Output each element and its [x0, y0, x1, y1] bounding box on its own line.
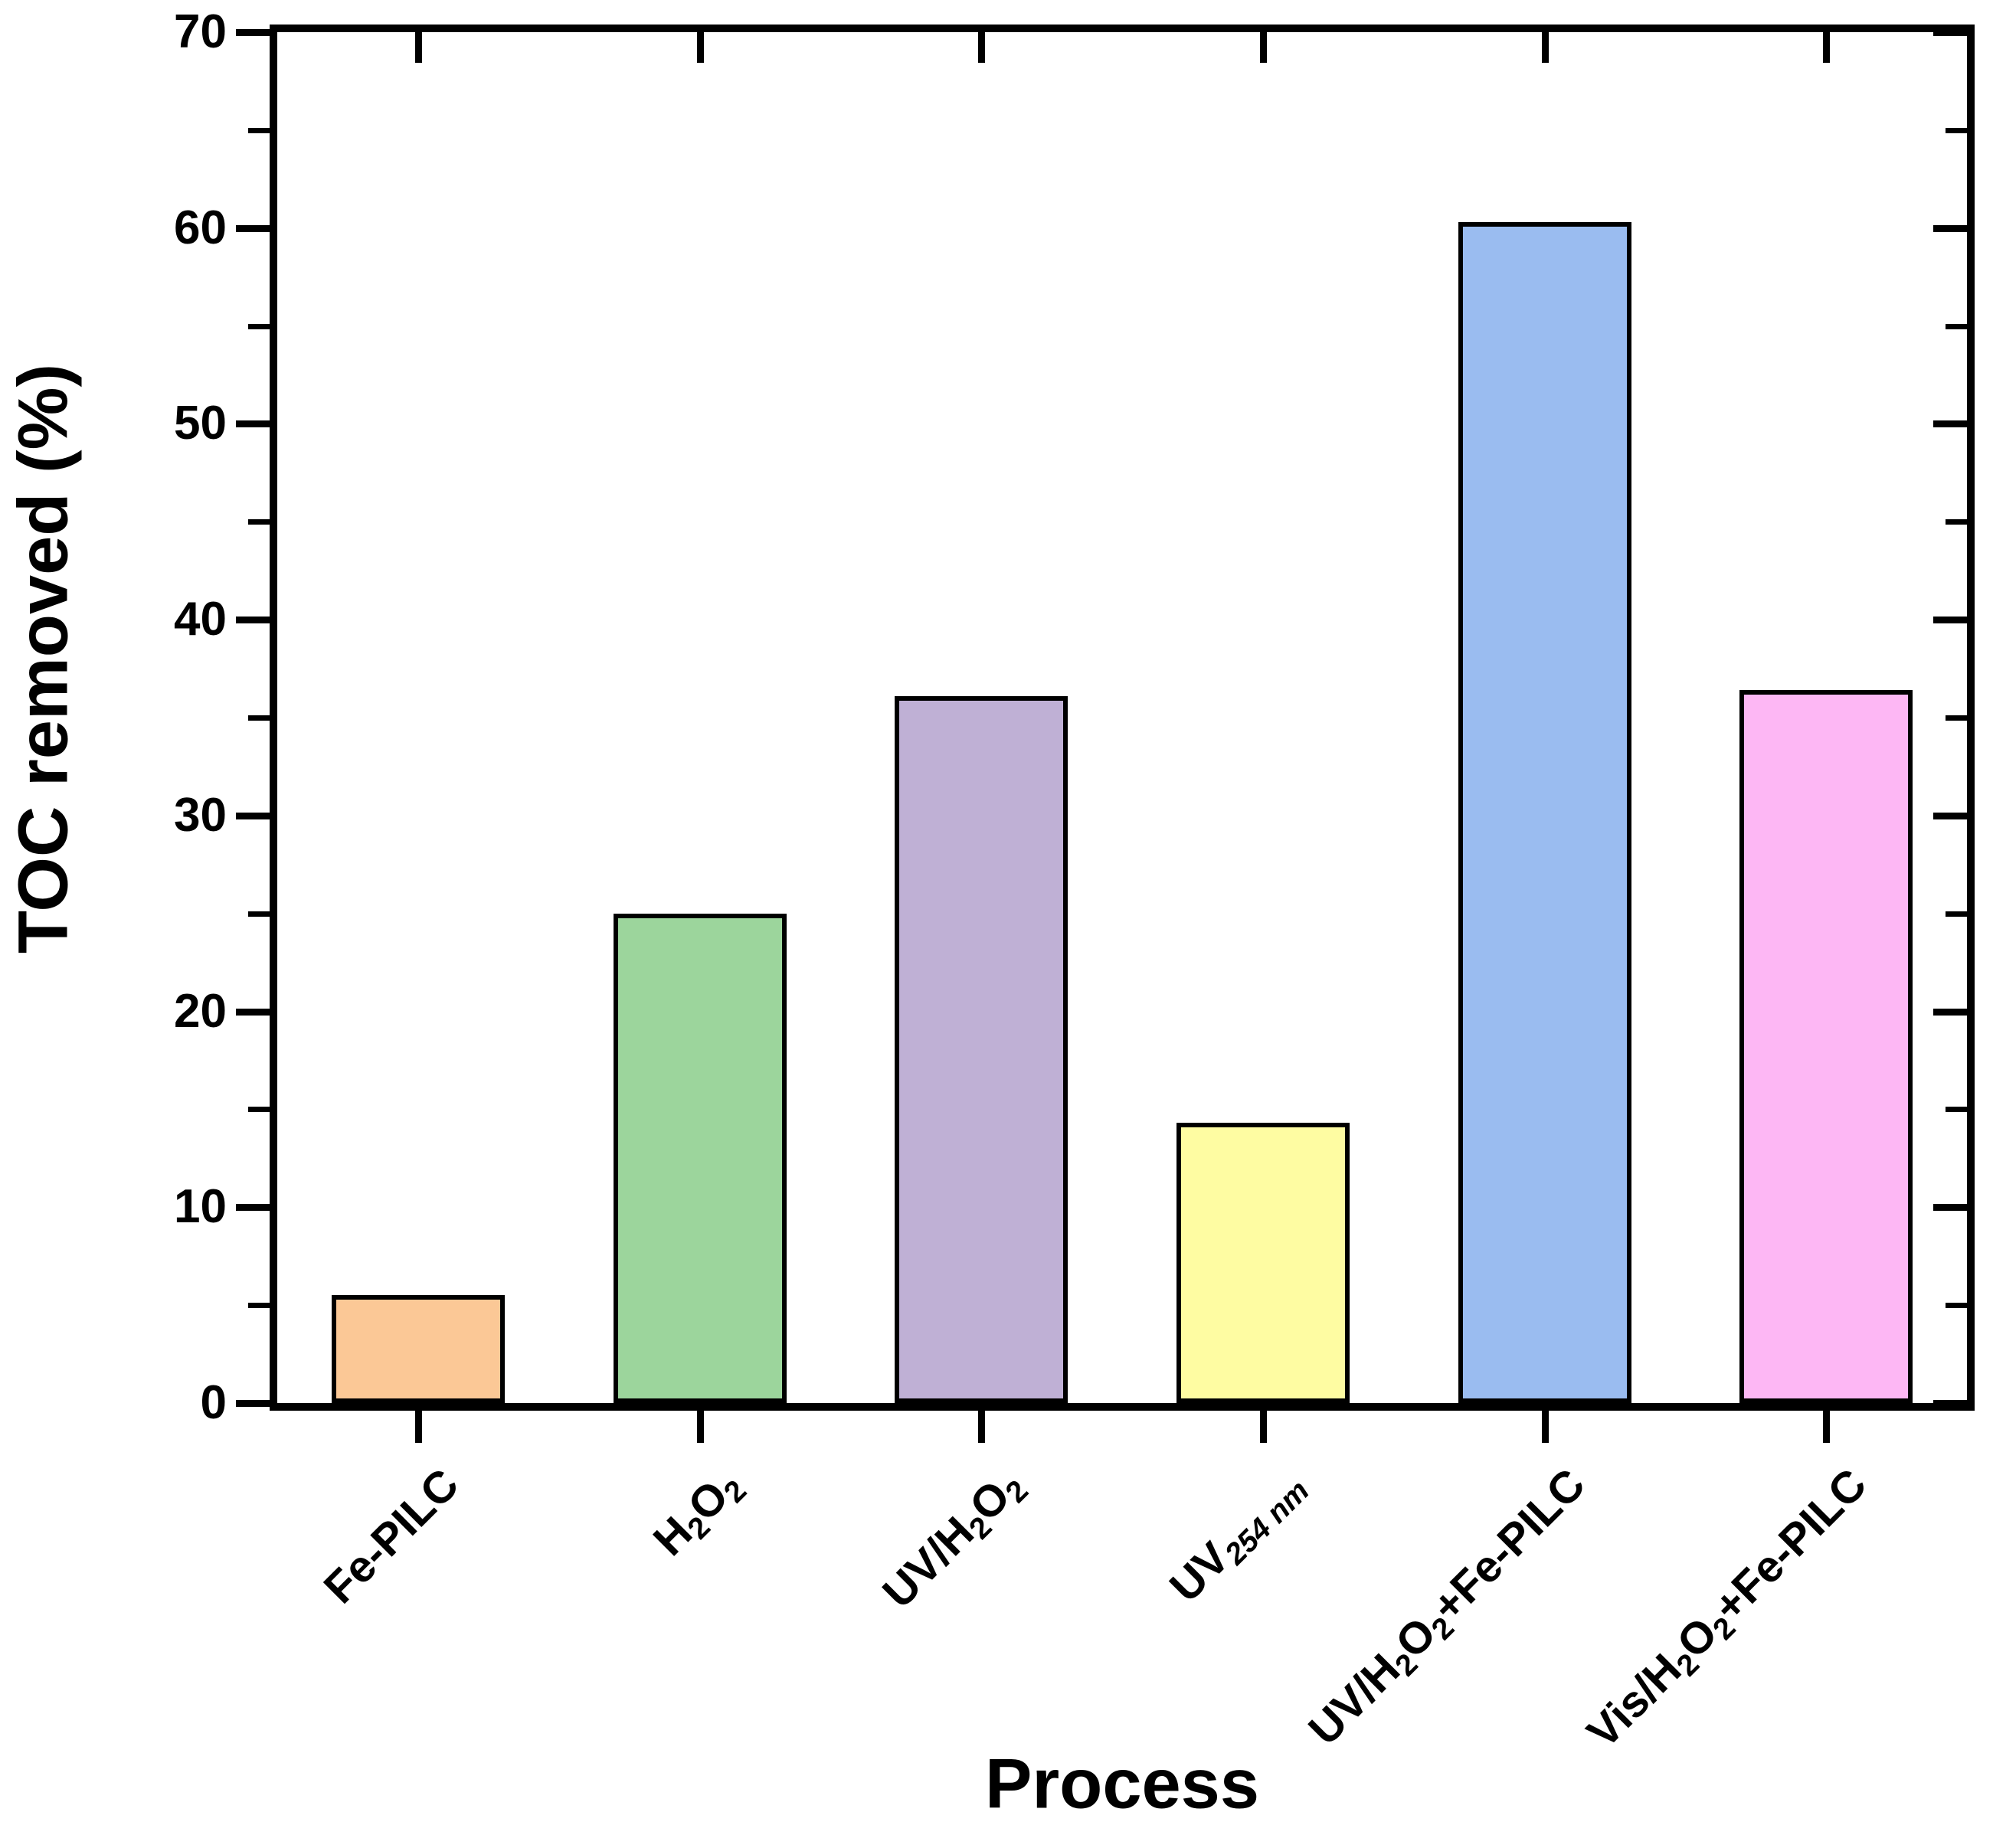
y-major-tick-left: [236, 1008, 270, 1016]
y-major-tick-right: [1933, 224, 1967, 232]
y-minor-tick-right: [1946, 1107, 1967, 1113]
x-category-label-uv254-nm: UV254 nm: [1160, 1460, 1322, 1621]
x-tick-top: [414, 32, 422, 63]
y-minor-tick-right: [1946, 323, 1967, 329]
category-label-text: +Fe-PILC: [1703, 1459, 1877, 1632]
y-tick-label: 50: [174, 397, 227, 450]
bar-uv-h2o2: [895, 695, 1068, 1403]
plot-frame: [270, 25, 1975, 1411]
x-tick-top: [696, 32, 704, 63]
x-tick-top: [1541, 32, 1549, 63]
category-label-subscript: 254 nm: [1219, 1473, 1317, 1572]
y-major-tick-left: [236, 1204, 270, 1212]
x-category-label-uv-h2o2: UV/H2O2: [873, 1460, 1039, 1626]
x-category-label-fe-pilc: Fe-PILC: [314, 1459, 469, 1614]
x-tick-bottom: [1823, 1403, 1831, 1443]
bar-vis-h2o2-fe-pilc: [1739, 690, 1913, 1403]
y-axis-title: TOC removed (%): [4, 363, 83, 954]
y-tick-label: 10: [174, 1180, 227, 1234]
x-tick-top: [978, 32, 986, 63]
y-minor-tick-right: [1946, 911, 1967, 917]
y-minor-tick-right: [1946, 127, 1967, 133]
category-label-text: Fe-PILC: [314, 1459, 469, 1614]
y-minor-tick-left: [248, 1107, 270, 1113]
y-major-tick-right: [1933, 1400, 1967, 1407]
y-tick-label: 30: [174, 788, 227, 842]
y-tick-label: 70: [174, 5, 227, 58]
y-major-tick-right: [1933, 420, 1967, 428]
x-category-label-h2o2: H2O2: [643, 1460, 758, 1574]
y-major-tick-right: [1933, 812, 1967, 819]
x-category-label-vis-h2o2-fe-pilc: Vis/H2O2+Fe-PILC: [1578, 1459, 1885, 1766]
y-minor-tick-right: [1946, 715, 1967, 721]
category-label-text: +Fe-PILC: [1422, 1459, 1595, 1632]
x-tick-bottom: [978, 1403, 986, 1443]
y-minor-tick-left: [248, 715, 270, 721]
x-tick-bottom: [1259, 1403, 1267, 1443]
x-tick-bottom: [1541, 1403, 1549, 1443]
y-major-tick-left: [236, 420, 270, 428]
bar-uv254-nm: [1176, 1123, 1350, 1403]
bar-uv-h2o2-fe-pilc: [1458, 222, 1631, 1403]
y-major-tick-left: [236, 224, 270, 232]
y-major-tick-left: [236, 29, 270, 36]
y-tick-label: 0: [200, 1376, 227, 1429]
y-major-tick-right: [1933, 617, 1967, 624]
x-axis-title: Process: [984, 1745, 1260, 1823]
x-tick-bottom: [696, 1403, 704, 1443]
y-major-tick-left: [236, 812, 270, 819]
x-tick-top: [1823, 32, 1831, 63]
y-minor-tick-left: [248, 323, 270, 329]
y-major-tick-right: [1933, 29, 1967, 36]
y-minor-tick-right: [1946, 1303, 1967, 1309]
x-tick-top: [1259, 32, 1267, 63]
y-tick-label: 60: [174, 201, 227, 254]
y-minor-tick-right: [1946, 519, 1967, 525]
y-major-tick-right: [1933, 1008, 1967, 1016]
y-tick-label: 40: [174, 593, 227, 646]
y-minor-tick-left: [248, 519, 270, 525]
y-major-tick-left: [236, 617, 270, 624]
y-major-tick-right: [1933, 1204, 1967, 1212]
y-tick-label: 20: [174, 984, 227, 1038]
x-tick-bottom: [414, 1403, 422, 1443]
bar-fe-pilc: [331, 1295, 505, 1403]
bar-h2o2: [613, 913, 787, 1403]
y-minor-tick-left: [248, 911, 270, 917]
y-minor-tick-left: [248, 127, 270, 133]
y-minor-tick-left: [248, 1303, 270, 1309]
x-category-label-uv-h2o2-fe-pilc: UV/H2O2+Fe-PILC: [1299, 1459, 1603, 1763]
y-major-tick-left: [236, 1400, 270, 1407]
